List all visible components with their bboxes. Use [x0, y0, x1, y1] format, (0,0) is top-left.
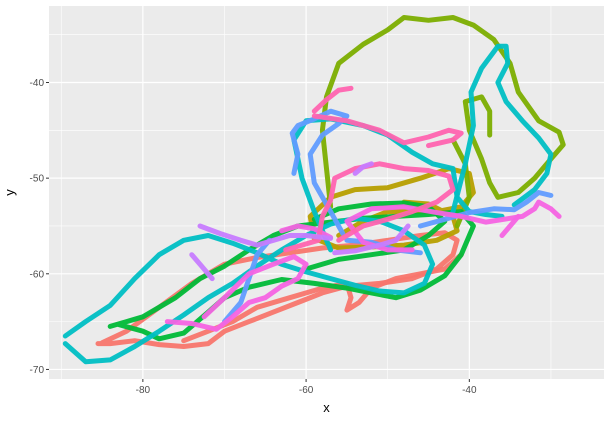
series-line-12: [417, 190, 554, 229]
x-tick-label: -40: [462, 385, 477, 396]
series-line-2: [181, 252, 464, 344]
series-line-22: [197, 223, 334, 248]
y-axis-ticks: -40 -50 -60 -70: [30, 78, 49, 376]
series-line-4: [319, 15, 566, 210]
series-line-8: [62, 215, 436, 365]
x-axis-ticks: -80 -60 -40: [136, 379, 477, 396]
series-line-11: [289, 108, 350, 237]
y-tick-label: -70: [30, 365, 45, 376]
series-line-18: [499, 213, 521, 238]
series-layer: [62, 15, 566, 365]
series-line-17: [279, 223, 334, 240]
y-tick-label: -40: [30, 78, 45, 89]
x-tick-label: -60: [299, 385, 314, 396]
series-line-16: [344, 199, 562, 253]
series-line-25: [332, 223, 411, 256]
series-line-14: [222, 237, 272, 325]
series-line-15: [164, 254, 309, 332]
series-line-19: [283, 161, 456, 253]
series-line-24: [352, 161, 374, 176]
y-tick-label: -60: [30, 269, 45, 280]
series-line-21: [311, 85, 354, 114]
series-line-10: [450, 43, 554, 215]
x-tick-label: -80: [136, 385, 151, 396]
x-axis-title: x: [323, 400, 330, 415]
series-line-20: [311, 113, 464, 149]
y-axis-title: y: [2, 189, 17, 196]
y-tick-label: -50: [30, 174, 45, 185]
series-line-23: [189, 252, 215, 282]
